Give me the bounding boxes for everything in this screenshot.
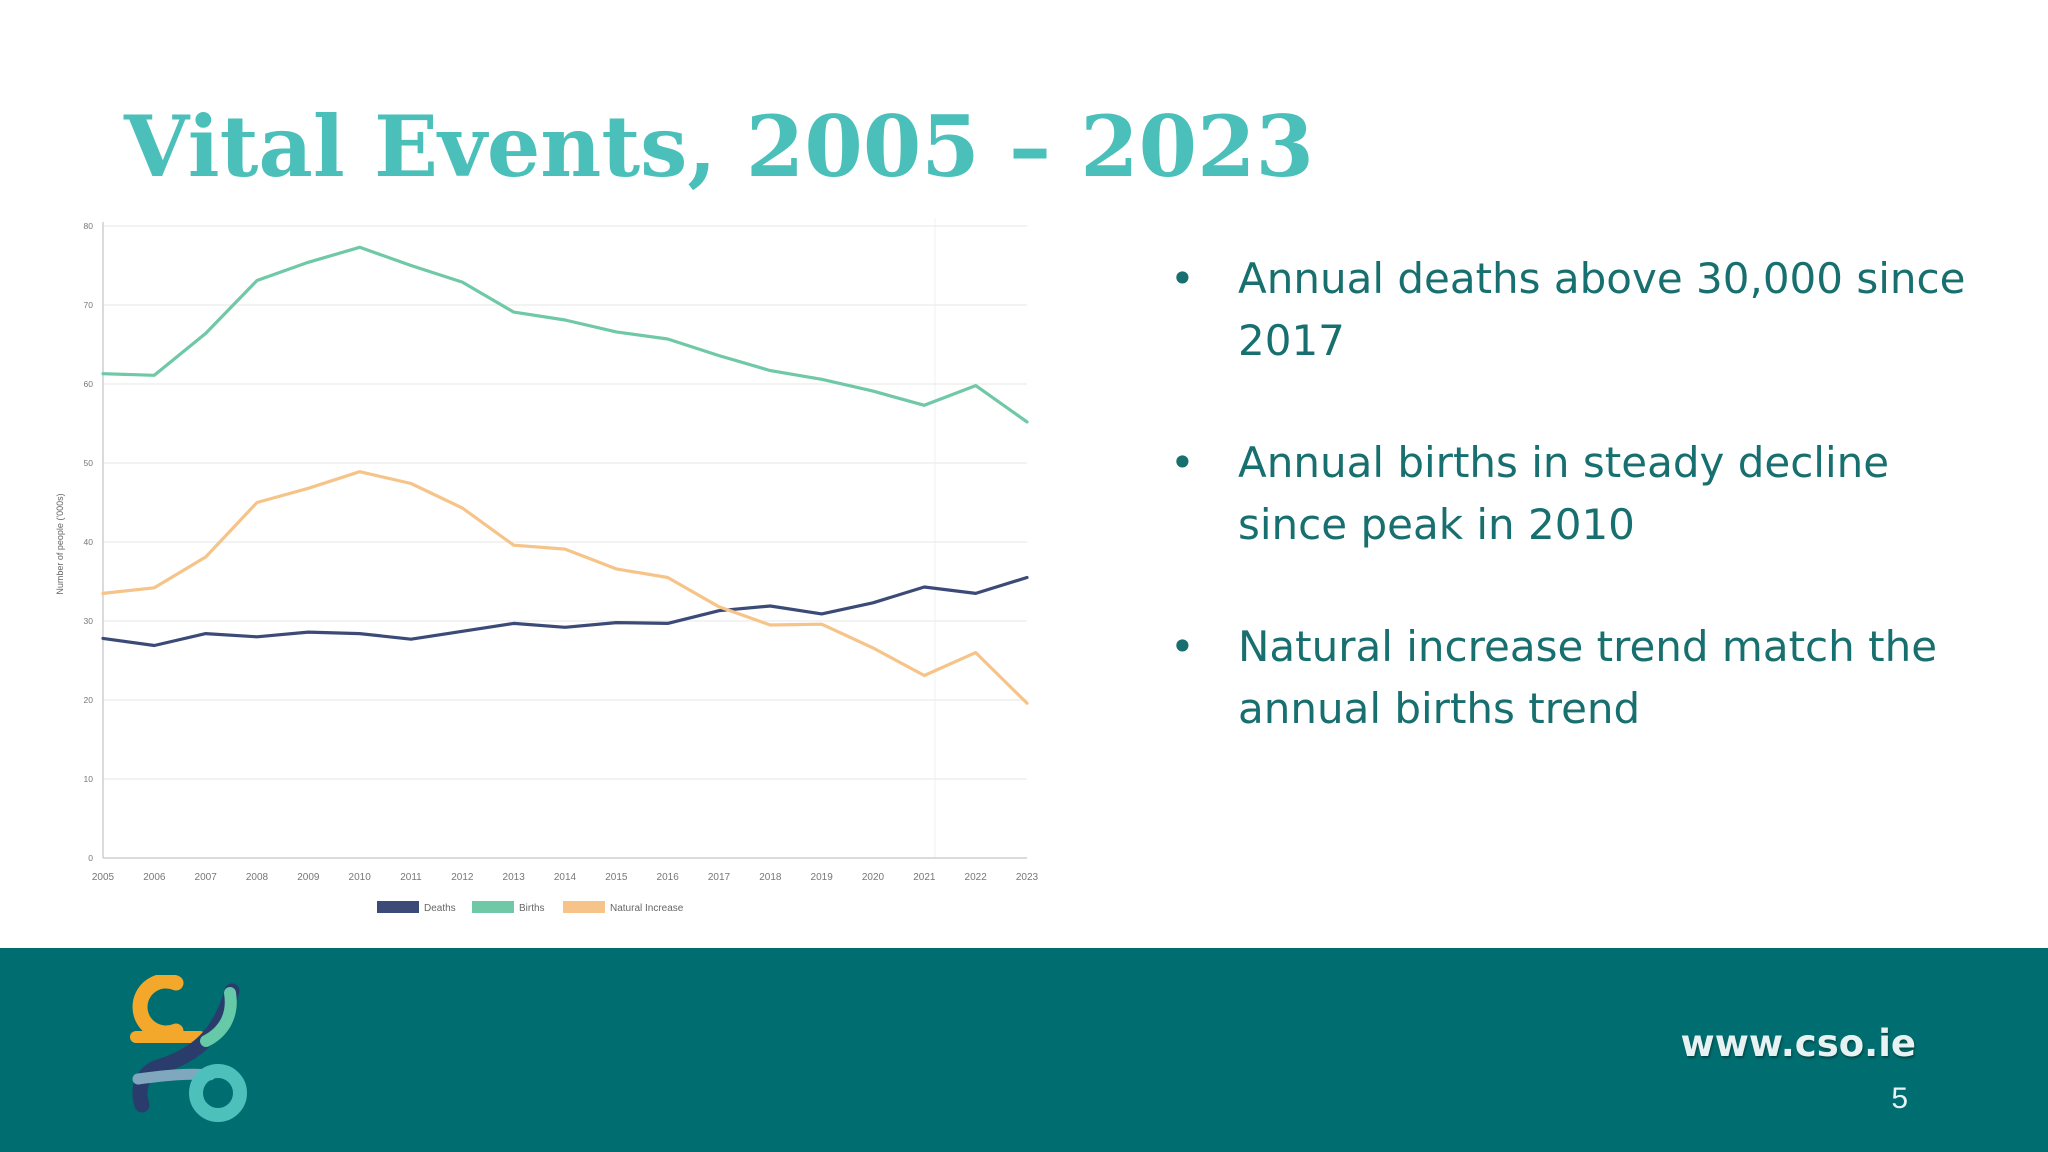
legend-swatch-births bbox=[472, 901, 514, 913]
x-axis-tick-labels: 2005 2006 2007 2008 2009 2010 2011 2012 2013 2014… bbox=[92, 872, 1039, 883]
y-tick-label: 50 bbox=[84, 458, 94, 468]
x-tick-label: 2017 bbox=[708, 872, 731, 883]
series-line-births bbox=[101, 245, 1029, 424]
x-tick-label: 2013 bbox=[503, 872, 526, 883]
y-tick-label: 0 bbox=[88, 853, 93, 863]
website-link[interactable]: www.cso.ie bbox=[1680, 1022, 1916, 1065]
bullet-text: Natural increase trend match the annual … bbox=[1238, 622, 1938, 733]
y-axis-label: Number of people ('000s) bbox=[55, 493, 65, 594]
footer-bar bbox=[0, 948, 2048, 1152]
series-line-deaths bbox=[101, 575, 1029, 648]
x-tick-label: 2006 bbox=[143, 872, 166, 883]
x-tick-label: 2005 bbox=[92, 872, 115, 883]
series-line-natural-increase bbox=[101, 470, 1029, 705]
bullet-marker: • bbox=[1170, 254, 1195, 303]
x-tick-label: 2022 bbox=[965, 872, 988, 883]
y-tick-label: 20 bbox=[84, 695, 94, 705]
bullet-text: Annual births in steady decline since pe… bbox=[1238, 438, 1890, 549]
x-tick-label: 2014 bbox=[554, 872, 577, 883]
y-tick-label: 40 bbox=[84, 537, 94, 547]
x-tick-label: 2010 bbox=[349, 872, 372, 883]
x-tick-label: 2011 bbox=[400, 872, 422, 883]
bullet-marker: • bbox=[1170, 438, 1195, 487]
bullet-item: • Natural increase trend match the annual… bbox=[1168, 616, 2008, 740]
x-tick-label: 2012 bbox=[451, 872, 474, 883]
y-tick-label: 10 bbox=[84, 774, 94, 784]
cso-logo-icon bbox=[130, 975, 247, 1122]
y-tick-label: 80 bbox=[84, 221, 94, 231]
x-tick-label: 2023 bbox=[1016, 872, 1039, 883]
legend-label-births: Births bbox=[519, 903, 545, 914]
chart-gridlines bbox=[103, 218, 1027, 858]
x-tick-label: 2015 bbox=[605, 872, 628, 883]
x-tick-label: 2019 bbox=[811, 872, 834, 883]
x-tick-label: 2007 bbox=[195, 872, 218, 883]
x-tick-label: 2021 bbox=[913, 872, 936, 883]
x-tick-label: 2008 bbox=[246, 872, 269, 883]
y-tick-label: 60 bbox=[84, 379, 94, 389]
slide-title: Vital Events, 2005 – 2023 bbox=[124, 97, 1314, 196]
legend-swatch-deaths bbox=[377, 901, 419, 913]
x-tick-label: 2016 bbox=[657, 872, 680, 883]
legend-label-deaths: Deaths bbox=[424, 903, 456, 914]
bullet-list: • Annual deaths above 30,000 since 2017 •… bbox=[1168, 248, 2008, 800]
chart-axes bbox=[102, 222, 1027, 859]
x-tick-label: 2018 bbox=[759, 872, 782, 883]
y-tick-label: 70 bbox=[84, 300, 94, 310]
legend-swatch-natural-increase bbox=[563, 901, 605, 913]
y-tick-label: 30 bbox=[84, 616, 94, 626]
bullet-text: Annual deaths above 30,000 since 2017 bbox=[1238, 254, 1966, 365]
bullet-item: • Annual births in steady decline since p… bbox=[1168, 432, 2008, 556]
x-tick-label: 2009 bbox=[297, 872, 320, 883]
bullet-item: • Annual deaths above 30,000 since 2017 bbox=[1168, 248, 2008, 372]
chart-legend: Deaths Births Natural Increase bbox=[377, 901, 684, 914]
page-number: 5 bbox=[1891, 1082, 1908, 1115]
legend-label-natural-increase: Natural Increase bbox=[610, 903, 684, 914]
x-tick-label: 2020 bbox=[862, 872, 885, 883]
bullet-marker: • bbox=[1170, 622, 1195, 671]
y-axis-tick-labels: 0 10 20 30 40 50 60 70 80 bbox=[84, 221, 94, 863]
chart-series bbox=[101, 245, 1029, 705]
